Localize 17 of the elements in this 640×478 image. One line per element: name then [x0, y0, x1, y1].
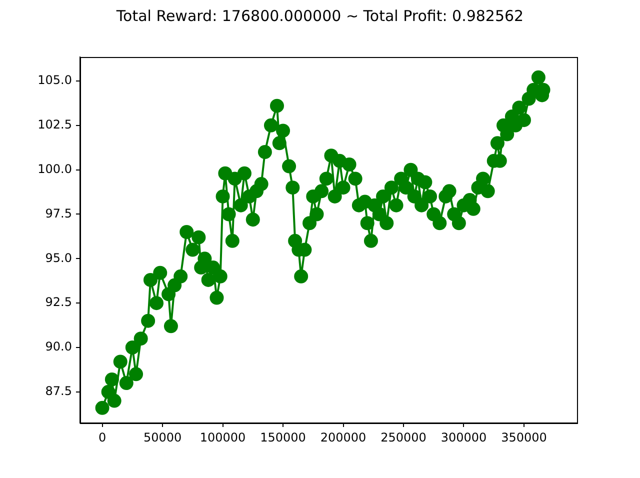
x-tick-label: 250000: [380, 430, 426, 444]
y-tick-label: 105.0: [38, 73, 72, 88]
y-tick-label: 95.0: [45, 250, 72, 265]
x-tick-label: 350000: [501, 430, 547, 444]
x-tick-label: 150000: [260, 430, 306, 444]
y-tick-label: 87.5: [45, 384, 72, 398]
x-tick-label: 0: [98, 430, 106, 444]
x-tick-label: 300000: [440, 430, 487, 444]
y-tick-label: 97.5: [45, 206, 72, 220]
y-tick-label: 90.0: [45, 340, 72, 354]
y-tick-label: 102.5: [38, 118, 72, 132]
chart-title: Total Reward: 176800.000000 ~ Total Profit: 0.982562: [115, 6, 524, 25]
x-tick-label: 200000: [320, 430, 366, 444]
x-tick-label: 50000: [143, 430, 182, 444]
y-tick-label: 100.0: [38, 162, 72, 176]
x-tick-label: 100000: [200, 430, 246, 444]
y-tick-label: 92.5: [45, 295, 72, 310]
